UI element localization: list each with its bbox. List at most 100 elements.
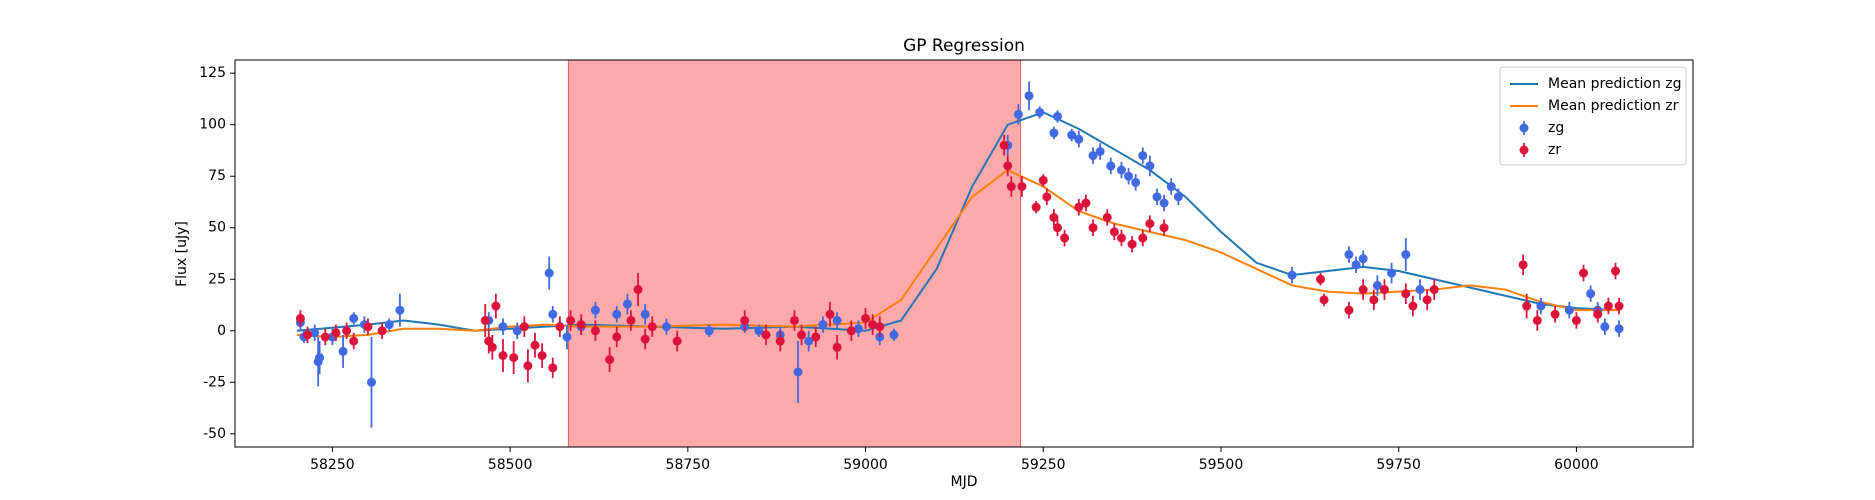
data-point [1344, 305, 1354, 315]
data-point [363, 322, 373, 332]
data-point [320, 332, 330, 342]
data-point [1109, 227, 1119, 237]
y-tick-label: -25 [203, 374, 226, 390]
data-point [349, 313, 359, 323]
data-point [590, 305, 600, 315]
data-point [498, 351, 508, 361]
data-point [1042, 192, 1052, 202]
data-point [622, 299, 632, 309]
data-point [1003, 161, 1013, 171]
x-tick-label: 58250 [310, 457, 355, 473]
data-point [1138, 151, 1148, 161]
shaded-span [567, 59, 1022, 448]
data-point [1611, 266, 1621, 276]
data-point [566, 315, 576, 325]
data-point [366, 377, 376, 387]
data-point [1116, 233, 1126, 243]
data-point [1017, 182, 1027, 192]
x-tick-label: 58500 [488, 457, 533, 473]
legend-label: Mean prediction zr [1548, 98, 1679, 114]
data-point [999, 140, 1009, 150]
x-tick-label: 59000 [843, 457, 888, 473]
x-tick-label: 59500 [1199, 457, 1244, 473]
legend-dot [1519, 123, 1529, 133]
data-point [303, 330, 313, 340]
data-point [1532, 315, 1542, 325]
data-point [875, 322, 885, 332]
data-point [832, 342, 842, 352]
data-point [1095, 146, 1105, 156]
data-point [1401, 250, 1411, 260]
data-point [797, 330, 807, 340]
data-point [590, 326, 600, 336]
data-point [1074, 202, 1084, 212]
data-point [555, 322, 565, 332]
legend-box [1499, 66, 1687, 166]
data-point [1600, 322, 1610, 332]
data-point [789, 315, 799, 325]
y-tick-label: 50 [208, 220, 226, 236]
data-point [1145, 219, 1155, 229]
data-point [1379, 285, 1389, 295]
data-point [832, 315, 842, 325]
y-tick-label: -50 [203, 426, 226, 442]
data-point [1319, 295, 1329, 305]
data-point [487, 342, 497, 352]
data-point [1358, 254, 1368, 264]
data-point [818, 320, 828, 330]
data-point [846, 326, 856, 336]
data-point [1145, 161, 1155, 171]
data-point [576, 320, 586, 330]
data-point [1415, 285, 1425, 295]
data-point [1088, 223, 1098, 233]
data-point [1372, 280, 1382, 290]
chart-title: GP Regression [903, 36, 1025, 56]
data-point [1550, 309, 1560, 319]
data-point [1049, 128, 1059, 138]
data-point [1369, 295, 1379, 305]
data-point [1614, 301, 1624, 311]
data-point [672, 336, 682, 346]
data-point [612, 332, 622, 342]
data-point [519, 322, 529, 332]
data-point [338, 346, 348, 356]
data-point [1127, 239, 1137, 249]
data-point [512, 326, 522, 336]
x-tick-label: 58750 [666, 457, 711, 473]
data-point [740, 315, 750, 325]
data-point [1049, 212, 1059, 222]
data-point [1614, 324, 1624, 334]
data-point [868, 320, 878, 330]
data-point [310, 328, 320, 338]
legend-label: zg [1548, 120, 1564, 136]
legend-label: Mean prediction zg [1548, 76, 1682, 92]
x-tick-label: 59250 [1021, 457, 1066, 473]
data-point [1067, 130, 1077, 140]
y-axis-label: Flux [uJy] [174, 221, 190, 287]
data-point [498, 322, 508, 332]
data-point [1031, 202, 1041, 212]
series-layer [295, 81, 1624, 428]
data-point [1387, 268, 1397, 278]
y-tick-label: 100 [199, 117, 226, 133]
data-point [1351, 260, 1361, 270]
y-tick-label: 75 [208, 168, 226, 184]
data-point [1138, 233, 1148, 243]
data-point [1316, 274, 1326, 284]
data-point [804, 336, 814, 346]
data-point [1564, 305, 1574, 315]
data-point [1593, 309, 1603, 319]
data-point [861, 313, 871, 323]
data-point [1401, 289, 1411, 299]
y-tick-label: 25 [208, 271, 226, 287]
data-point [1088, 151, 1098, 161]
data-point [1166, 182, 1176, 192]
data-point [480, 315, 490, 325]
data-point [384, 320, 394, 330]
data-point [1124, 171, 1134, 181]
data-point [612, 309, 622, 319]
data-point [548, 363, 558, 373]
data-point [1358, 285, 1368, 295]
data-point [825, 309, 835, 319]
data-point [1586, 289, 1596, 299]
